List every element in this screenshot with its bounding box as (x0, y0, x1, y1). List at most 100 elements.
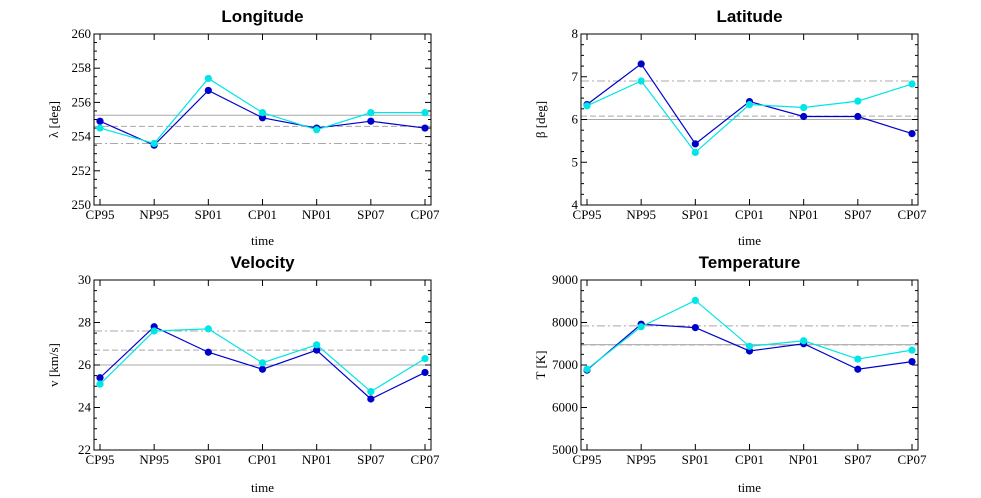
chart-panel-1: 4 5 6 7 8 CP95 NP95 SP01 CP01 NP01 SP07 CP07 Latitud… (533, 7, 927, 248)
y-tick-label: 5000 (552, 442, 578, 457)
x-tick-label: CP07 (898, 207, 927, 222)
data-point (908, 130, 916, 138)
y-tick-label: 6000 (552, 400, 578, 415)
data-point (367, 117, 375, 125)
x-tick-label: CP95 (573, 207, 602, 222)
data-point (691, 296, 699, 304)
x-tick-label: NP95 (626, 207, 656, 222)
x-axis-label: time (738, 480, 761, 495)
x-tick-label: NP95 (139, 207, 169, 222)
y-tick-label: 256 (72, 94, 92, 109)
x-tick-label: SP07 (357, 452, 385, 467)
chart-title: Latitude (716, 7, 782, 26)
data-point (800, 103, 808, 112)
x-axis-label: time (251, 480, 274, 495)
data-point (637, 77, 645, 85)
data-point (854, 112, 862, 121)
data-point (583, 102, 591, 110)
x-tick-label: CP01 (735, 207, 764, 222)
data-point (421, 109, 429, 117)
y-tick-label: 258 (72, 60, 92, 75)
y-tick-label: 8000 (552, 315, 578, 330)
y-tick-label: 6 (572, 112, 579, 127)
y-tick-label: 30 (78, 272, 91, 287)
y-tick-label: 9000 (552, 272, 578, 287)
y-axis-label: λ [deg] (46, 101, 61, 138)
data-point (367, 387, 375, 396)
x-tick-label: CP95 (86, 452, 115, 467)
data-point (421, 368, 429, 377)
data-point (583, 365, 591, 373)
y-tick-label: 4 (572, 197, 579, 212)
y-tick-label: 8 (572, 26, 579, 41)
x-tick-label: NP01 (789, 207, 819, 222)
data-point (745, 342, 754, 350)
data-point (421, 124, 429, 132)
y-tick-label: 22 (78, 442, 91, 457)
x-tick-label: NP01 (302, 207, 332, 222)
data-point (204, 348, 212, 356)
x-tick-label: CP07 (411, 207, 440, 222)
x-tick-label: NP01 (302, 452, 332, 467)
data-point (854, 355, 862, 363)
y-tick-label: 26 (78, 357, 92, 372)
x-tick-label: CP07 (411, 452, 440, 467)
x-tick-label: CP01 (248, 207, 277, 222)
data-point (150, 327, 158, 335)
x-tick-label: SP01 (195, 207, 222, 222)
data-point (908, 80, 916, 88)
x-axis-label: time (738, 233, 761, 248)
x-tick-label: SP07 (844, 207, 872, 222)
data-point (854, 365, 862, 373)
x-tick-label: SP07 (357, 207, 385, 222)
x-tick-label: NP01 (789, 452, 819, 467)
data-point (313, 341, 321, 349)
y-tick-label: 24 (78, 400, 92, 415)
data-point (96, 380, 104, 388)
data-point (313, 126, 321, 134)
data-point (745, 100, 754, 109)
data-point (96, 117, 104, 125)
plot-frame (580, 279, 919, 451)
data-point (258, 109, 267, 117)
data-point (258, 365, 267, 373)
series-line-1 (586, 299, 913, 370)
data-point (800, 337, 808, 345)
x-tick-label: NP95 (139, 452, 169, 467)
y-axis-label: v [km/s] (46, 343, 61, 387)
data-point (258, 114, 267, 122)
y-tick-label: 254 (72, 129, 92, 144)
data-point (204, 86, 212, 95)
y-axis-label: β [deg] (533, 101, 548, 138)
x-tick-label: CP95 (86, 207, 115, 222)
x-tick-label: SP01 (195, 452, 222, 467)
chart-panel-2: 22 24 26 28 30 CP95 NP95 SP01 CP01 NP01 SP07 CP07 Ve… (46, 253, 440, 495)
x-tick-label: CP95 (573, 452, 602, 467)
series-line-1 (586, 80, 913, 154)
data-point (204, 74, 212, 83)
y-tick-label: 260 (72, 26, 92, 41)
data-point (691, 140, 699, 148)
data-point (637, 60, 645, 68)
data-point (908, 358, 916, 366)
chart-panel-3: 5000 6000 7000 8000 9000 CP95 NP95 SP01 CP01 NP01… (533, 253, 927, 495)
data-point (367, 109, 375, 117)
x-tick-label: SP01 (682, 207, 709, 222)
chart-panel-0: 250 252 254 256 258 260 CP95 NP95 SP01 CP01 NP01 SP… (46, 7, 440, 248)
x-tick-label: CP07 (898, 452, 927, 467)
x-tick-label: NP95 (626, 452, 656, 467)
y-axis-label: T [K] (533, 350, 548, 379)
data-point (313, 346, 321, 354)
data-point (637, 323, 645, 331)
y-tick-label: 28 (78, 315, 91, 330)
x-tick-label: CP01 (735, 452, 764, 467)
chart-title: Velocity (230, 253, 295, 272)
y-tick-label: 7000 (552, 357, 578, 372)
data-point (96, 374, 104, 382)
data-point (854, 97, 862, 105)
data-point (150, 139, 158, 148)
data-point (691, 324, 699, 332)
x-tick-label: SP07 (844, 452, 872, 467)
chart-title: Temperature (699, 253, 801, 272)
